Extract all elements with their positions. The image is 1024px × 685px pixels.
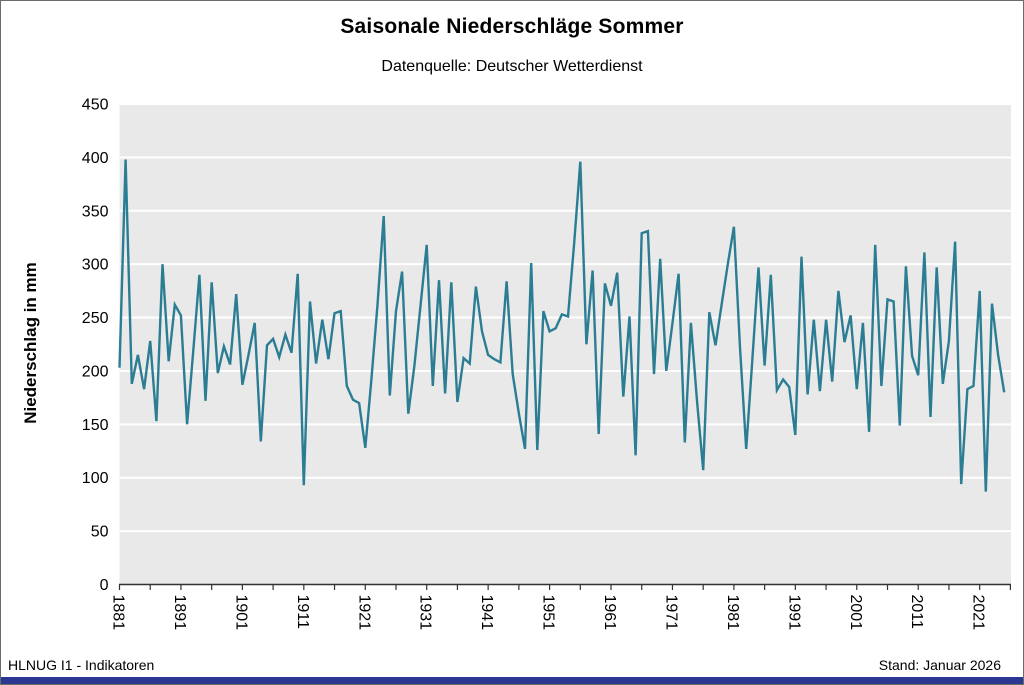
x-tick-label: 1901 — [232, 595, 249, 631]
y-tick-label: 250 — [82, 310, 109, 327]
footer-source-label: HLNUG I1 - Indikatoren — [8, 657, 155, 673]
line-chart: 0 50 100 150 200 250 300 350 400 450 1881 1891 1901 1… — [82, 97, 1011, 631]
x-tick-label: 2011 — [908, 595, 925, 630]
x-tick-label: 1931 — [417, 595, 434, 631]
y-tick-label: 0 — [100, 577, 109, 594]
x-tick-label: 1891 — [171, 595, 188, 631]
x-tick-label: 1881 — [110, 595, 127, 631]
x-tick-label: 1981 — [724, 595, 741, 631]
y-tick-label: 100 — [82, 470, 109, 487]
y-tick-label: 50 — [91, 524, 109, 541]
y-tick-label: 200 — [82, 363, 109, 380]
precipitation-series-line — [118, 159, 1006, 492]
x-tick-label: 1921 — [355, 595, 372, 631]
x-tick-label: 1991 — [785, 595, 802, 631]
x-tick-label: 1941 — [478, 595, 495, 631]
x-tick-label: 1971 — [662, 595, 679, 631]
y-tick-label: 300 — [82, 257, 109, 274]
x-tick-label: 1951 — [540, 595, 557, 631]
y-tick-label: 350 — [82, 203, 109, 220]
y-tick-label: 150 — [82, 417, 109, 434]
chart-title: Saisonale Niederschläge Sommer — [340, 15, 684, 38]
x-tick-label: 1961 — [601, 595, 618, 631]
x-tick-label: 2001 — [847, 595, 864, 631]
x-tick-label: 1911 — [294, 595, 311, 630]
y-tick-label: 450 — [82, 97, 109, 114]
footer-accent-bar — [1, 677, 1023, 684]
plot-background — [119, 104, 1011, 585]
y-tick-label: 400 — [82, 150, 109, 167]
footer-status-label: Stand: Januar 2026 — [878, 657, 1001, 673]
chart-subtitle: Datenquelle: Deutscher Wetterdienst — [381, 58, 643, 75]
x-tick-label: 2021 — [970, 595, 987, 631]
